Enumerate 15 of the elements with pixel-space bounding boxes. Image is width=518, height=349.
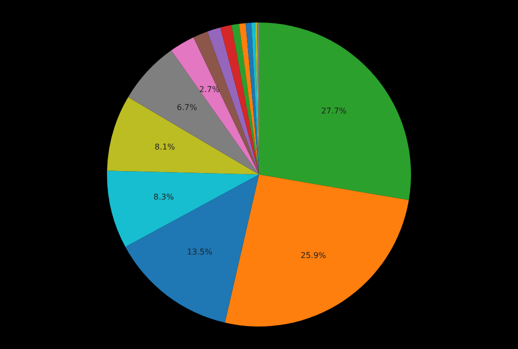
pie-slice	[128, 50, 259, 174]
data-label: 27.7%	[321, 106, 348, 116]
pie-slice	[107, 170, 259, 247]
pie-slice	[125, 174, 259, 323]
pie-slice	[224, 174, 409, 326]
pie-slice	[220, 25, 259, 174]
pie-slice	[246, 22, 259, 174]
data-label: 13.5%	[186, 248, 213, 256]
data-label: 2.7%	[199, 84, 220, 94]
data-label: 25.9%	[300, 251, 326, 260]
pie-slice	[239, 23, 259, 174]
data-label: 6.7%	[176, 103, 198, 112]
pie-slice	[107, 97, 259, 174]
data-label: 8.1%	[154, 142, 176, 152]
data-label: 8.3%	[154, 192, 174, 202]
